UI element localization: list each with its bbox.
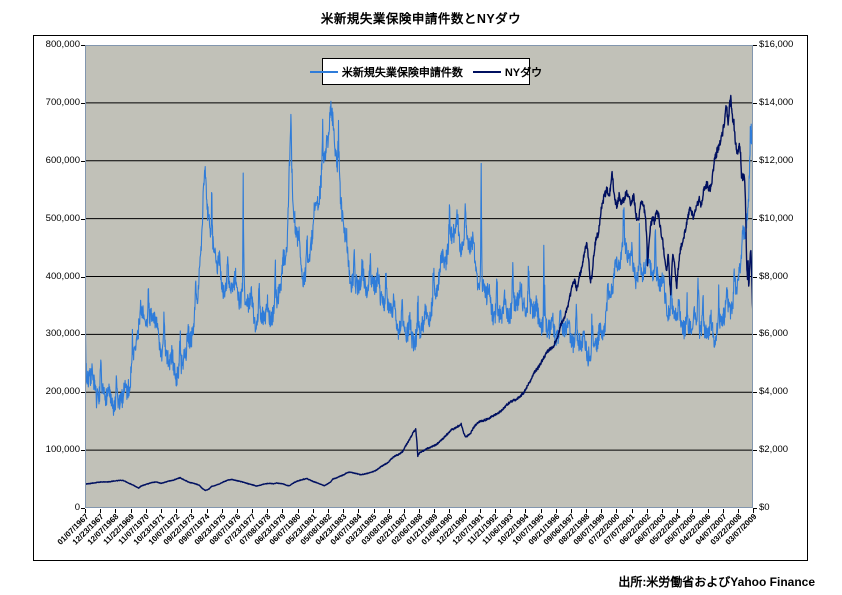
x-axis-tick — [434, 509, 436, 513]
legend-item-claims: 米新規失業保険申請件数 — [309, 64, 463, 80]
x-axis-tick — [145, 509, 147, 513]
claims-series — [85, 100, 753, 416]
y-axis-tick-left — [81, 334, 85, 336]
x-axis-tick — [479, 509, 481, 513]
x-axis-tick — [510, 509, 512, 513]
y-axis-label-left: 800,000 — [45, 39, 80, 50]
dow-series — [85, 94, 753, 492]
plot-area — [85, 45, 753, 508]
x-axis-tick — [160, 509, 162, 513]
y-axis-tick-left — [81, 45, 85, 46]
x-axis-tick — [419, 509, 420, 513]
dow-line-sample — [472, 70, 501, 73]
x-axis-tick — [464, 509, 466, 513]
x-axis-tick — [130, 509, 132, 513]
x-axis-tick — [282, 509, 284, 513]
y-axis-tick-left — [81, 218, 85, 220]
y-axis-label-left: 300,000 — [45, 328, 80, 340]
x-axis-tick — [297, 509, 299, 513]
x-axis-tick — [343, 509, 345, 513]
x-axis-tick — [327, 509, 329, 513]
x-axis-tick — [176, 509, 178, 513]
y-axis-label-right: $6,000 — [759, 328, 789, 340]
x-axis-tick — [252, 509, 253, 513]
x-axis-tick — [631, 509, 633, 513]
x-axis-tick — [267, 509, 269, 513]
y-axis-tick-left — [81, 392, 85, 394]
x-axis-tick — [646, 509, 648, 513]
x-axis-tick — [707, 509, 709, 513]
y-axis-tick-left — [81, 276, 85, 278]
legend-label-claims: 米新規失業保険申請件数 — [341, 66, 463, 79]
legend-label-dow: NYダウ — [504, 66, 543, 79]
source-note: 出所:米労働省およびYahoo Finance — [618, 575, 815, 589]
y-axis-label-right: $2,000 — [759, 444, 789, 456]
y-axis-label-right: $8,000 — [759, 270, 789, 282]
y-axis-tick-right — [753, 160, 757, 162]
x-axis-tick — [616, 509, 618, 513]
x-axis-tick — [100, 509, 102, 513]
x-axis-tick — [403, 509, 405, 513]
x-axis-tick — [677, 509, 679, 513]
x-axis-tick — [115, 509, 117, 513]
y-axis-tick-left — [81, 450, 85, 452]
x-axis-tick — [358, 509, 360, 513]
y-axis-tick-right — [753, 276, 757, 278]
x-axis-tick — [661, 509, 663, 513]
y-axis-tick-right — [753, 450, 757, 452]
y-axis-label-left: 500,000 — [45, 212, 80, 224]
y-axis-tick-left — [81, 160, 85, 162]
x-axis-tick — [555, 509, 557, 513]
x-axis-tick — [221, 509, 223, 513]
y-axis-label-left: 600,000 — [45, 154, 80, 166]
legend: 米新規失業保険申請件数 NYダウ — [309, 58, 542, 85]
x-axis-tick — [236, 509, 238, 513]
y-axis-tick-right — [753, 102, 757, 104]
x-axis-tick — [449, 509, 451, 513]
x-axis-tick — [494, 509, 496, 513]
x-axis-tick — [206, 509, 208, 513]
y-axis-tick-right — [753, 334, 757, 336]
y-axis-tick-right — [753, 45, 757, 46]
x-axis-tick — [191, 509, 193, 513]
x-axis-tick — [586, 509, 587, 513]
y-axis-label-left: 100,000 — [45, 444, 80, 456]
y-axis-label-left: 0 — [74, 502, 80, 513]
chart-title: 米新規失業保険申請件数とNYダウ — [320, 12, 522, 26]
plot-border — [85, 45, 753, 508]
y-axis-label-right: $16,000 — [759, 39, 794, 50]
y-axis-label-left: 700,000 — [45, 96, 80, 108]
x-axis-tick — [737, 509, 739, 513]
y-axis-tick-left — [81, 102, 85, 104]
y-axis-label-right: $12,000 — [759, 154, 794, 166]
x-axis-tick — [570, 509, 572, 513]
y-axis-tick-right — [753, 218, 757, 220]
y-axis-tick-left — [81, 508, 85, 509]
legend-item-dow: NYダウ — [472, 64, 543, 80]
y-axis-label-left: 200,000 — [45, 386, 80, 398]
y-axis-tick-right — [753, 508, 757, 509]
y-axis-label-left: 400,000 — [45, 270, 80, 282]
x-axis-tick — [373, 509, 375, 513]
x-axis-tick — [692, 509, 694, 513]
x-axis-tick — [540, 509, 542, 513]
x-axis-tick — [388, 509, 390, 513]
y-axis-tick-right — [753, 392, 757, 394]
x-axis-tick — [85, 509, 86, 513]
y-axis-label-right: $10,000 — [759, 212, 794, 224]
claims-line-sample — [309, 70, 338, 73]
x-axis-tick — [753, 509, 754, 513]
y-axis-label-right: $14,000 — [759, 96, 794, 108]
x-axis-tick — [312, 509, 314, 513]
y-axis-label-right: $4,000 — [759, 386, 789, 398]
x-axis-tick — [525, 509, 527, 513]
y-axis-label-right: $0 — [759, 502, 770, 513]
x-axis-tick — [601, 509, 603, 513]
x-axis-tick — [722, 509, 724, 513]
